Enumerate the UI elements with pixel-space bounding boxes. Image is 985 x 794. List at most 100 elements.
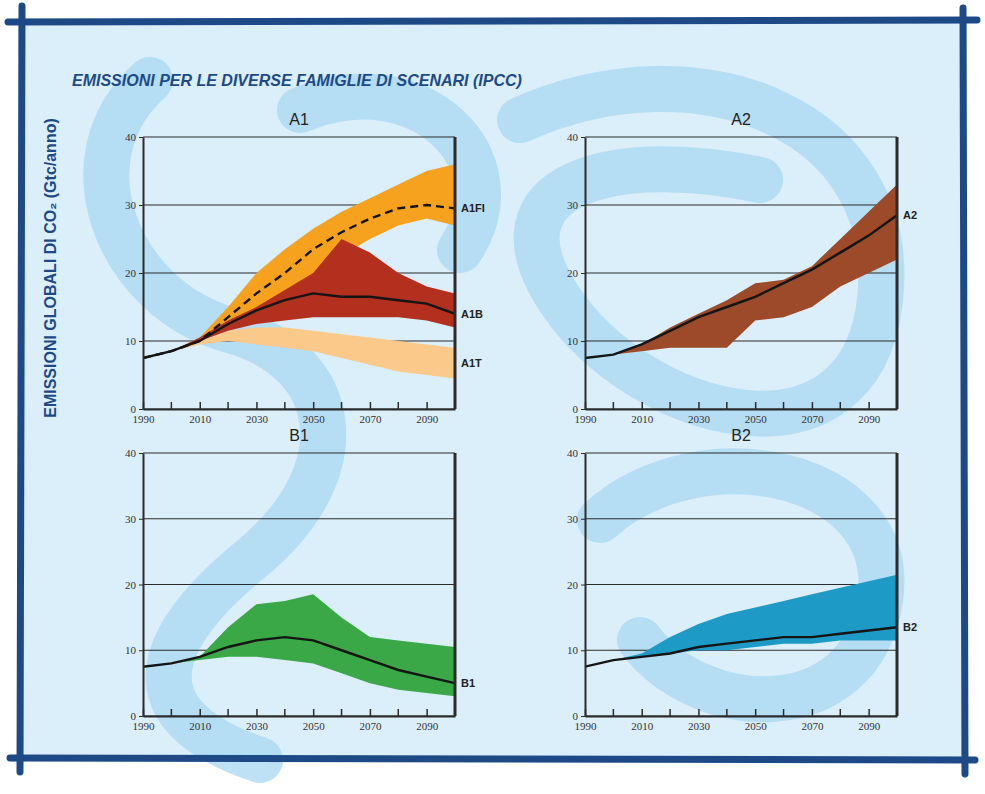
minor-tick [896, 709, 898, 716]
x-tick-label: 2050 [303, 720, 326, 732]
grid-line [585, 650, 897, 651]
grid-line [143, 715, 455, 716]
x-axis-line [144, 716, 456, 718]
x-tick-mark [256, 402, 258, 409]
x-axis: 199020102030205020702090 [575, 402, 898, 425]
x-tick-mark [812, 402, 814, 409]
y-tick-label: 40 [125, 447, 137, 459]
y-tick-mark [139, 519, 143, 520]
grid-line [585, 340, 897, 341]
page-background [0, 0, 985, 794]
y-tick-mark [139, 273, 143, 274]
panel-title: A2 [731, 111, 751, 128]
minor-tick [171, 709, 173, 716]
swirl [520, 89, 881, 414]
y-tick-mark [581, 453, 585, 454]
x-tick: 2050 [303, 709, 326, 732]
plot-marks [585, 575, 897, 667]
main-title: EMISSIONI PER LE DIVERSE FAMIGLIE DI SCE… [72, 72, 522, 89]
minor-tick [726, 709, 728, 716]
y-tick-label: 40 [125, 131, 137, 143]
y-axis-title: EMISSIONI GLOBALI DI CO₂ (Gtc/anno) [42, 118, 59, 418]
y-tick-mark [581, 650, 585, 651]
x-tick: 2030 [246, 402, 268, 425]
y-tick: 0 [573, 710, 586, 722]
minor-tick [227, 402, 229, 409]
decoration [106, 80, 881, 760]
grid-line [143, 136, 455, 137]
median-line [143, 205, 455, 358]
y-tick: 40 [567, 447, 585, 459]
x-tick: 2010 [189, 402, 212, 425]
minor-tick [454, 402, 456, 409]
minor-tick [341, 709, 343, 716]
x-tick-label: 2090 [416, 720, 439, 732]
y-tick-mark [581, 273, 585, 274]
y-tick-label: 40 [567, 131, 579, 143]
x-tick: 2070 [801, 402, 824, 425]
y-tick: 0 [131, 403, 144, 415]
x-tick-label: 2010 [189, 413, 212, 425]
x-tick: 2090 [858, 402, 881, 425]
y-tick: 10 [567, 335, 585, 347]
plot-marks [585, 185, 897, 358]
y-tick-mark [581, 409, 585, 410]
panel: 199020102030205020702090010203040B1B1 [125, 427, 475, 732]
range-band [143, 239, 455, 358]
frame-background [18, 18, 967, 760]
panel-title: B1 [289, 427, 309, 444]
x-tick-label: 2070 [801, 720, 824, 732]
grid [585, 137, 897, 409]
x-tick: 2010 [189, 709, 212, 732]
median-line [143, 293, 455, 358]
y-tick: 40 [125, 447, 143, 459]
grid-line [143, 452, 455, 453]
minor-tick [284, 709, 286, 716]
minor-tick [398, 402, 400, 409]
x-tick-mark [426, 709, 428, 716]
x-tick-mark [370, 709, 372, 716]
median-line [143, 637, 455, 683]
y-tick-mark [139, 409, 143, 410]
x-tick: 2090 [416, 402, 439, 425]
y-tick: 20 [125, 579, 143, 591]
y-tick-mark [581, 341, 585, 342]
median-line [585, 215, 897, 358]
grid-line [143, 584, 455, 585]
y-axis: 010203040 [567, 447, 586, 722]
y-tick: 30 [567, 199, 585, 211]
y-tick-mark [581, 137, 585, 138]
minor-tick [840, 709, 842, 716]
x-tick-mark [370, 402, 372, 409]
minor-tick [284, 402, 286, 409]
minor-tick [171, 402, 173, 409]
y-tick-mark [139, 716, 143, 717]
y-tick-label: 10 [125, 644, 137, 656]
range-band [143, 164, 455, 358]
y-tick-label: 30 [125, 513, 137, 525]
minor-tick [669, 402, 671, 409]
x-tick-mark [812, 709, 814, 716]
x-tick-mark [755, 709, 757, 716]
frame-border [20, 6, 22, 772]
y-tick: 10 [567, 644, 585, 656]
x-tick-label: 2030 [688, 720, 711, 732]
x-tick: 2070 [359, 709, 382, 732]
minor-tick [454, 709, 456, 716]
x-tick: 2050 [303, 402, 326, 425]
series-label: A1T [461, 357, 482, 369]
range-band [143, 594, 455, 696]
x-axis-line [586, 716, 898, 718]
grid-line [143, 408, 455, 409]
x-tick-mark [698, 402, 700, 409]
x-tick-label: 2090 [858, 413, 881, 425]
minor-tick [669, 709, 671, 716]
plot-frame [454, 453, 457, 716]
y-axis: 010203040 [125, 447, 144, 722]
grid-line [585, 136, 897, 137]
x-tick-label: 2070 [359, 720, 382, 732]
minor-tick [613, 402, 615, 409]
y-tick-label: 10 [567, 335, 579, 347]
x-tick-mark [313, 402, 315, 409]
y-tick-label: 20 [567, 579, 579, 591]
